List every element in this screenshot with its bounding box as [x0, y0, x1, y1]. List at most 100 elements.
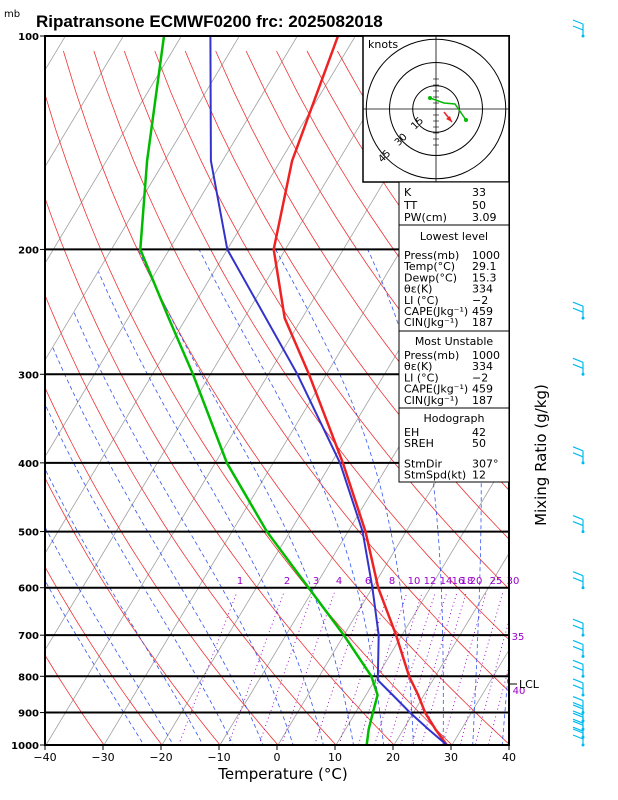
most-unstable-label: CIN(Jkg⁻¹) — [404, 394, 459, 407]
mixing-ratio-line — [227, 592, 285, 745]
most-unstable-value: −2 — [472, 371, 488, 384]
mixing-ratio-label: 12 — [424, 576, 437, 587]
index-tt-label: TT — [403, 199, 418, 212]
hodograph-trace — [429, 97, 467, 121]
isotherm — [161, 165, 509, 745]
wind-barb-dot — [581, 719, 585, 723]
dry-adiabat — [63, 50, 509, 745]
lowest-level-value: 187 — [472, 316, 493, 329]
temperature-profile — [272, 36, 448, 745]
mixing-ratio-label: 2 — [284, 576, 290, 587]
most-unstable-value: 334 — [472, 360, 493, 373]
pressure-axis: 1000 900 800 700 600 500 400 300 200 100 — [11, 32, 45, 752]
wind-barb-flag — [572, 726, 584, 732]
most-unstable-value: 1000 — [472, 349, 500, 362]
temperature-tick-label: 20 — [386, 751, 400, 764]
wind-barb-flag — [572, 696, 584, 702]
mixing-ratio-label: 10 — [408, 576, 421, 587]
moist-adiabat — [45, 526, 174, 745]
wind-barb-dot — [581, 530, 585, 534]
dry-adiabat — [45, 477, 221, 745]
hodograph-index-value: 12 — [472, 469, 486, 482]
mixing-ratio-label: 8 — [389, 576, 395, 587]
pressure-unit: mb — [4, 9, 20, 20]
lowest-level-header: Lowest level — [420, 230, 488, 243]
mixing-ratio-line — [281, 592, 335, 745]
temperature-axis: −40 −30 −20 −10 0 10 20 30 40 — [33, 745, 516, 764]
moist-adiabat — [45, 468, 204, 745]
moist-adiabat — [98, 271, 324, 745]
temperature-tick-label: 40 — [502, 751, 516, 764]
wind-barb-flag — [572, 521, 584, 527]
hodograph-index-value: 307° — [472, 457, 499, 470]
wind-barb-dot — [581, 654, 585, 658]
hodograph-index-label: StmDir — [404, 457, 443, 470]
lowest-level-value: 459 — [472, 305, 493, 318]
most-unstable-label: Press(mb) — [404, 349, 459, 362]
hodograph-index-label: EH — [404, 426, 419, 439]
wind-barb-flag — [572, 452, 584, 458]
mixing-ratio-label: 4 — [336, 576, 342, 587]
dry-adiabat — [93, 50, 509, 692]
lowest-level-label: CAPE(Jkg⁻¹) — [404, 305, 468, 318]
most-unstable-label: θε(K) — [404, 360, 432, 373]
sounding-profiles — [139, 36, 448, 745]
dewpoint-profile — [139, 36, 379, 745]
pressure-tick-label: 300 — [18, 370, 39, 381]
wind-barb-flag — [572, 19, 584, 25]
dry-adiabat — [45, 196, 395, 745]
dry-adiabat — [45, 386, 279, 745]
pressure-tick-label: 600 — [18, 584, 39, 595]
temperature-tick-label: −40 — [33, 751, 56, 764]
pressure-tick-label: 1000 — [11, 741, 39, 752]
wind-barb-flag — [572, 25, 584, 31]
most-unstable-label: LI (°C) — [404, 371, 439, 384]
index-pw-label: PW(cm) — [404, 211, 447, 224]
dry-adiabat — [581, 51, 618, 760]
mixing-ratio-label: 25 — [490, 576, 503, 587]
mixing-ratio-label: 40 — [513, 686, 526, 697]
mixing-ratio-label: 20 — [470, 576, 483, 587]
mixing-ratio-label: 16 — [452, 576, 465, 587]
diagram-background-lines — [45, 36, 618, 760]
wind-barb-dot — [581, 727, 585, 731]
lcl-label: LCL — [519, 678, 540, 691]
wind-barb-flag — [572, 639, 584, 645]
wind-barb-flag — [572, 702, 584, 708]
wind-barb-flag — [572, 307, 584, 313]
storm-motion-arrowhead — [446, 116, 452, 122]
pressure-tick-label: 800 — [18, 672, 39, 683]
wind-barb-flag — [572, 515, 584, 521]
wind-barb-flag — [572, 720, 584, 726]
moist-adiabat — [52, 347, 264, 745]
wind-barb-flag — [572, 718, 584, 724]
isotherm — [45, 36, 298, 458]
dry-adiabat — [184, 50, 509, 540]
wind-barb-flag — [572, 665, 584, 671]
isotherm — [45, 36, 240, 361]
moist-adiabat — [198, 249, 384, 745]
mixing-ratio-label: 14 — [440, 576, 453, 587]
pressure-tick-label: 200 — [18, 245, 39, 256]
lowest-level-label: LI (°C) — [404, 294, 439, 307]
hodograph-index-label: StmSpd(kt) — [404, 469, 466, 482]
wind-barb-dot — [581, 693, 585, 697]
mixing-ratio-line — [338, 592, 389, 745]
mixing-ratio-line — [258, 592, 314, 745]
mixing-ratio-line — [314, 592, 366, 745]
hodograph-index-label: SREH — [404, 437, 434, 450]
lowest-level-value: 29.1 — [472, 260, 497, 273]
hodograph-index-value: 50 — [472, 437, 486, 450]
most-unstable-header: Most Unstable — [415, 335, 494, 348]
lowest-level-label: Temp(°C) — [403, 260, 455, 273]
dry-adiabat — [45, 566, 163, 745]
wind-barb-dot — [581, 674, 585, 678]
dry-adiabat — [45, 293, 337, 745]
wind-barb-flag — [572, 577, 584, 583]
indices-table: K 33 TT 50 PW(cm) 3.09 Lowest level Pres… — [398, 181, 510, 483]
hodograph-header: Hodograph — [424, 412, 485, 425]
x-axis-label: Temperature (°C) — [217, 765, 347, 783]
hodograph-ring — [365, 38, 507, 180]
moist-adiabat — [45, 579, 145, 745]
wind-barb-flag — [572, 645, 584, 651]
